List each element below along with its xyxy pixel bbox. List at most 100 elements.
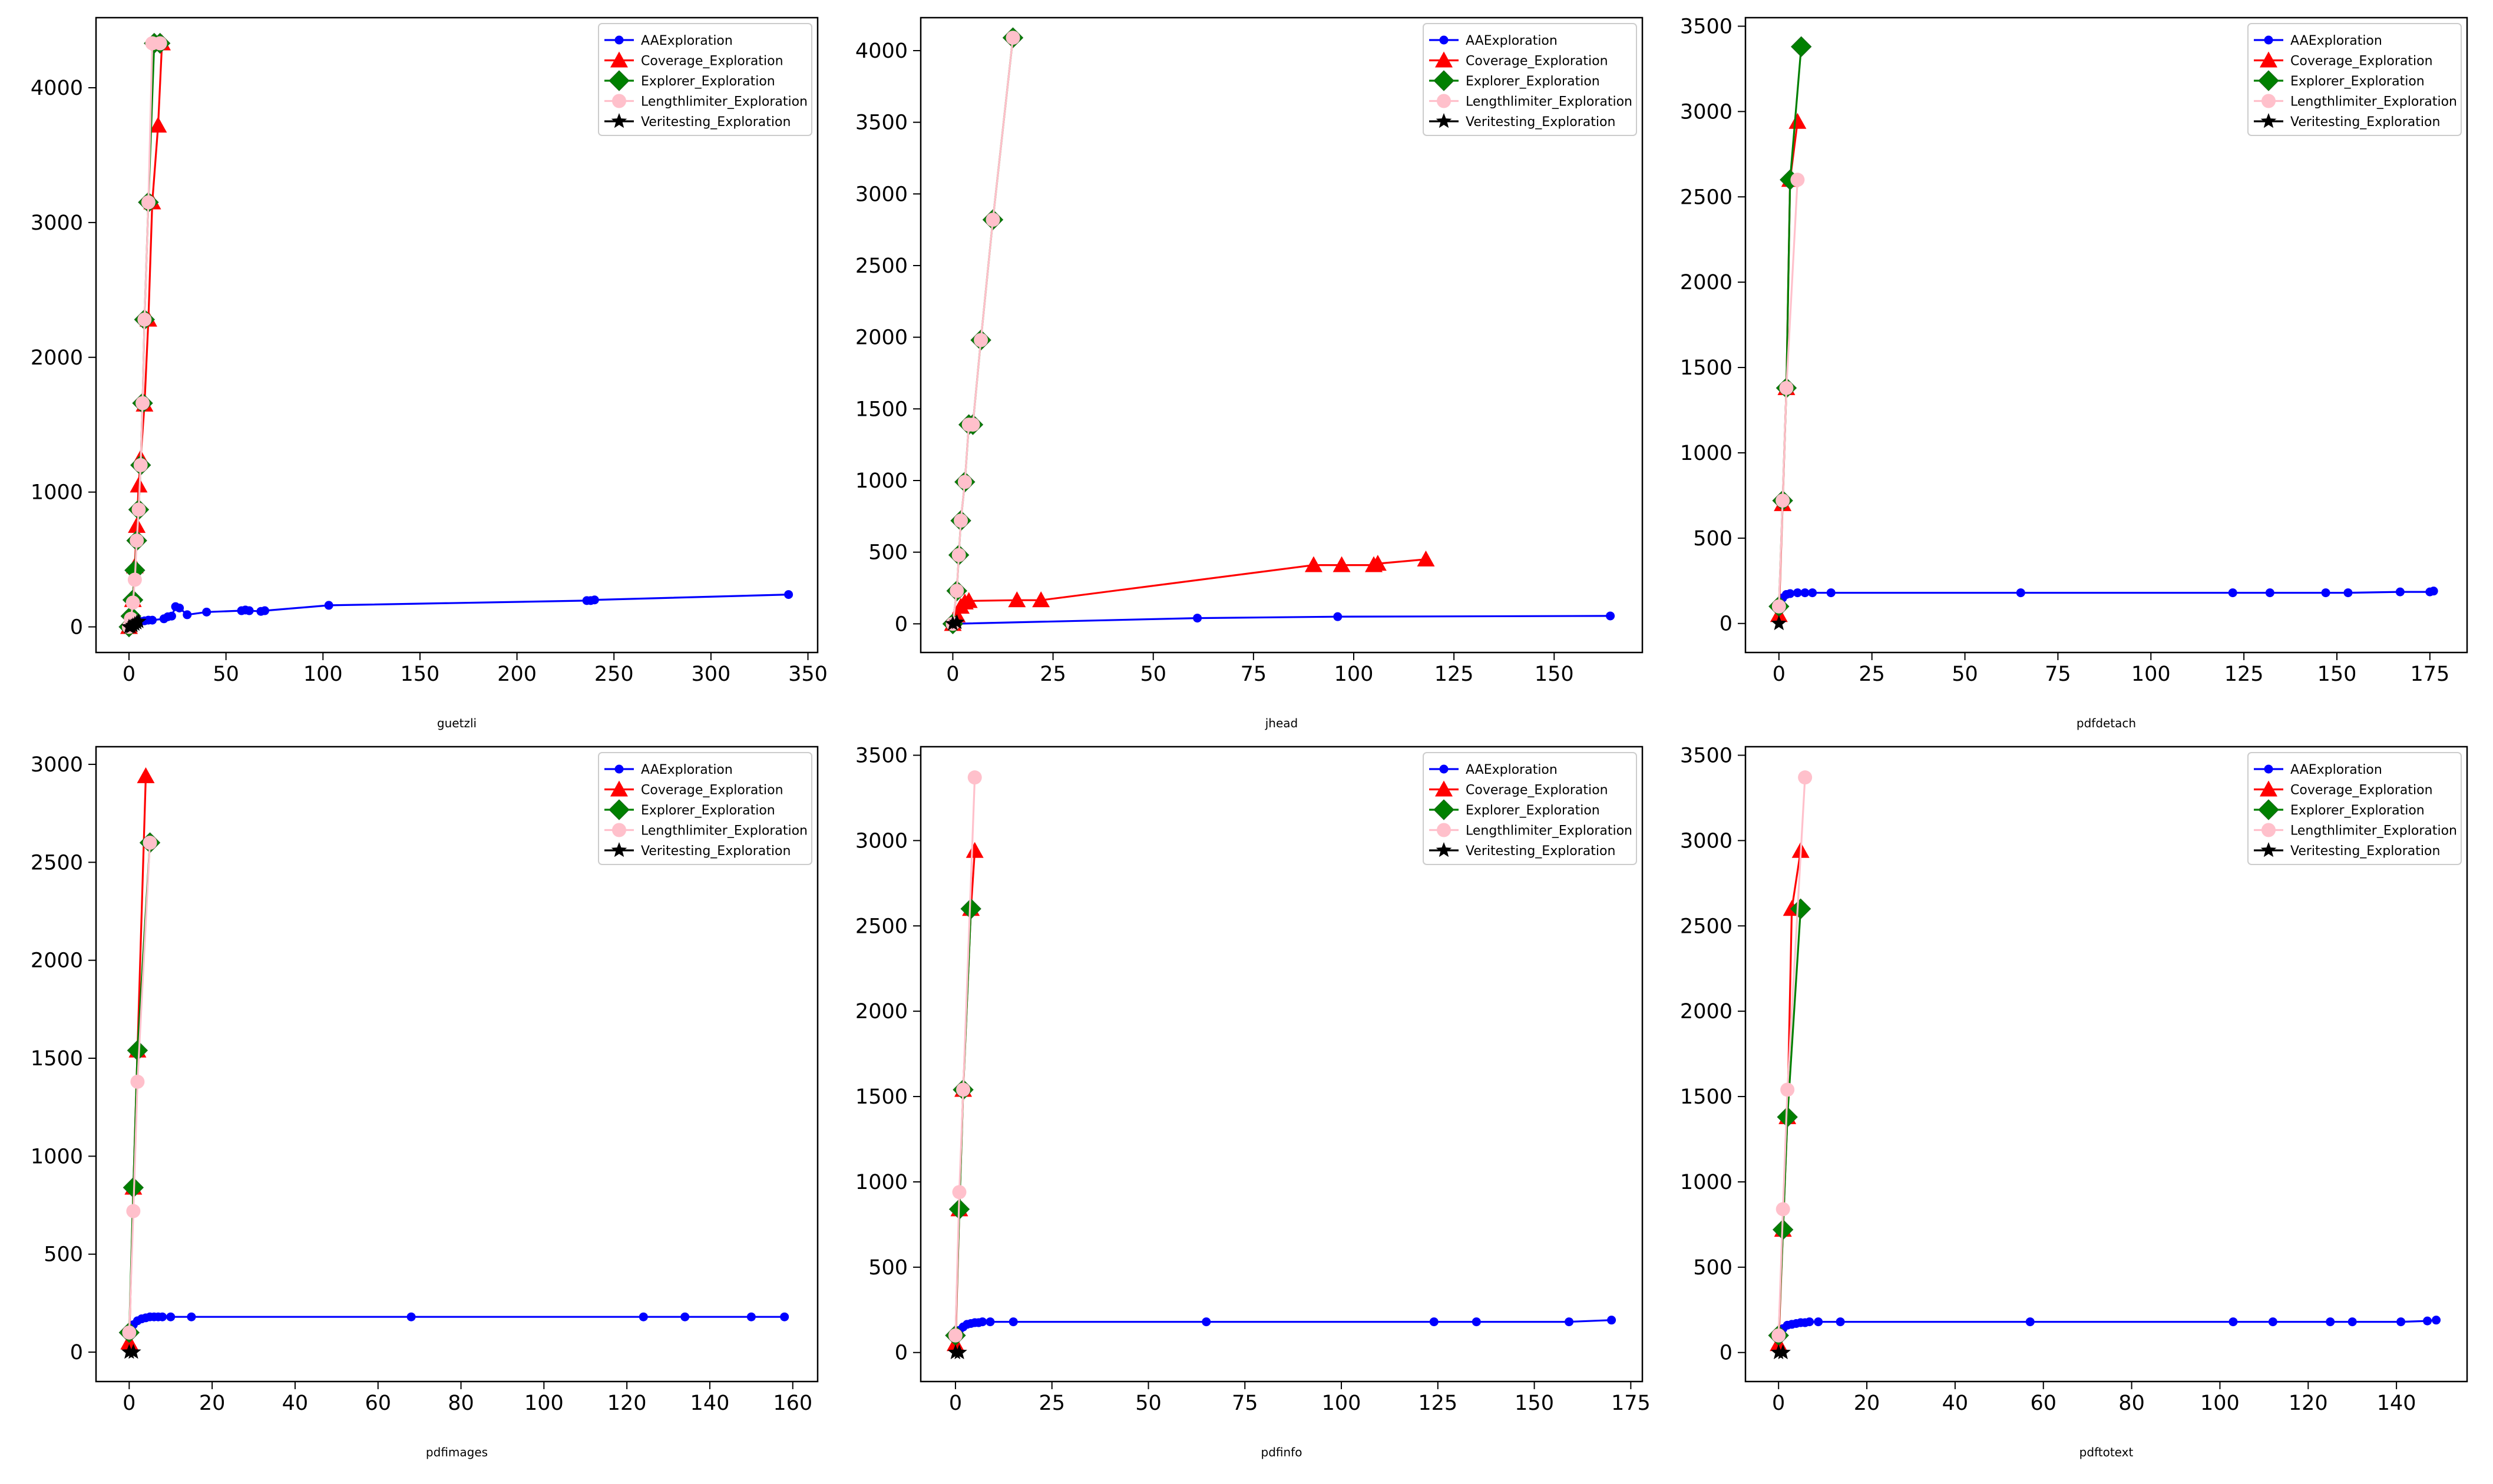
x-tick-label: 350 (788, 662, 828, 686)
data-point (2321, 588, 2330, 598)
x-tick-label: 120 (607, 1392, 647, 1415)
data-point (2423, 1316, 2432, 1326)
x-tick-label: 175 (2410, 662, 2449, 686)
data-point (125, 1344, 141, 1359)
y-tick-label: 1500 (855, 398, 908, 421)
legend-swatch-marker (609, 70, 630, 91)
data-point (945, 615, 961, 631)
data-point (1786, 589, 1795, 598)
data-point (2432, 1316, 2441, 1325)
legend-swatch-marker (1433, 70, 1454, 91)
data-point (130, 476, 148, 493)
data-point (956, 1082, 971, 1097)
data-point (1006, 31, 1020, 45)
x-axis-label: jhead (1265, 716, 1298, 730)
data-point (130, 534, 144, 548)
legend-swatch-marker (2264, 35, 2273, 45)
x-tick-label: 0 (1772, 1392, 1785, 1415)
y-tick-label: 3000 (1680, 829, 1732, 853)
data-point (1193, 614, 1202, 623)
series-Explorer_Exploration (945, 898, 981, 1346)
plot-area (118, 32, 793, 638)
series-Lengthlimiter_Exploration (121, 36, 167, 634)
data-point (1836, 1317, 1845, 1327)
legend-item: Coverage_Exploration (1429, 51, 1608, 69)
data-point (175, 603, 184, 612)
series-line (1778, 590, 2434, 607)
legend-swatch-marker (2260, 113, 2277, 128)
data-point (1779, 380, 1794, 395)
legend-swatch-marker (611, 842, 627, 857)
legend-label: Coverage_Exploration (1466, 783, 1608, 798)
x-tick-label: 25 (1859, 662, 1885, 686)
y-tick-label: 1000 (855, 469, 908, 493)
data-point (1202, 1317, 1211, 1327)
legend-label: AAExploration (1466, 763, 1558, 777)
legend-item: Lengthlimiter_Exploration (604, 823, 808, 839)
data-point (1780, 1082, 1795, 1097)
y-tick-label: 3500 (855, 744, 908, 767)
legend-swatch-marker (2264, 764, 2273, 774)
legend-item: AAExploration (604, 763, 733, 777)
series-Veritesting_Exploration (945, 614, 965, 631)
x-tick-label: 125 (1434, 662, 1474, 686)
legend-frame (2247, 752, 2462, 865)
data-point (2268, 1317, 2277, 1327)
x-tick-label: 250 (594, 662, 634, 686)
series-Veritesting_Exploration (1770, 1344, 1791, 1360)
x-tick-label: 50 (1135, 1392, 1162, 1415)
data-point (1417, 550, 1435, 567)
data-point (1775, 1344, 1791, 1360)
y-tick-label: 2000 (1680, 271, 1732, 294)
series-AAExploration (1774, 1316, 2441, 1340)
x-tick-label: 75 (1232, 1392, 1258, 1415)
legend: AAExploration Coverage_Exploration Explore… (2247, 752, 2462, 865)
legend-swatch-marker (610, 51, 628, 68)
data-point (1800, 588, 1810, 598)
y-tick-label: 2500 (1680, 186, 1732, 209)
plot-area (1768, 36, 2438, 631)
legend-label: Explorer_Exploration (1466, 74, 1600, 89)
data-point (1775, 493, 1790, 508)
legend-swatch-marker (612, 94, 626, 108)
legend-item: AAExploration (2254, 34, 2382, 48)
legend-label: Lengthlimiter_Exploration (2290, 824, 2457, 839)
data-point (950, 584, 964, 598)
legend-label: Coverage_Exploration (1466, 54, 1608, 69)
x-tick-label: 25 (1039, 1392, 1065, 1415)
series-AAExploration (124, 590, 793, 632)
data-point (183, 610, 192, 620)
data-point (149, 117, 167, 133)
data-point (1368, 555, 1387, 571)
legend-swatch-marker (614, 764, 624, 774)
legend-item: Explorer_Exploration (604, 70, 775, 91)
data-point (746, 1312, 756, 1321)
legend-label: AAExploration (1466, 34, 1558, 48)
y-tick-label: 1000 (1680, 1171, 1732, 1194)
legend-item: Coverage_Exploration (2254, 51, 2433, 69)
data-point (406, 1312, 416, 1321)
legend-label: AAExploration (641, 34, 733, 48)
axes-frame (1744, 746, 2468, 1383)
data-point (1777, 1107, 1798, 1128)
legend-swatch-marker (2261, 823, 2276, 837)
y-tick-label: 3500 (1680, 744, 1732, 767)
data-point (2228, 588, 2237, 598)
x-tick-label: 125 (2224, 662, 2264, 686)
y-tick-label: 500 (1693, 527, 1732, 551)
y-tick-label: 2500 (855, 915, 908, 938)
data-point (1805, 1317, 1814, 1327)
x-tick-label: 150 (1515, 1392, 1554, 1415)
data-point (2343, 588, 2353, 598)
data-point (128, 516, 146, 533)
y-tick-label: 2500 (1680, 915, 1732, 938)
x-tick-label: 160 (773, 1392, 812, 1415)
data-point (244, 606, 254, 615)
data-point (2265, 588, 2274, 598)
x-tick-label: 140 (690, 1392, 730, 1415)
y-tick-label: 4000 (31, 77, 83, 100)
y-tick-label: 2000 (855, 326, 908, 350)
data-point (1798, 770, 1813, 785)
x-tick-label: 0 (949, 1392, 962, 1415)
legend: AAExploration Coverage_Exploration Explore… (1423, 752, 1637, 865)
